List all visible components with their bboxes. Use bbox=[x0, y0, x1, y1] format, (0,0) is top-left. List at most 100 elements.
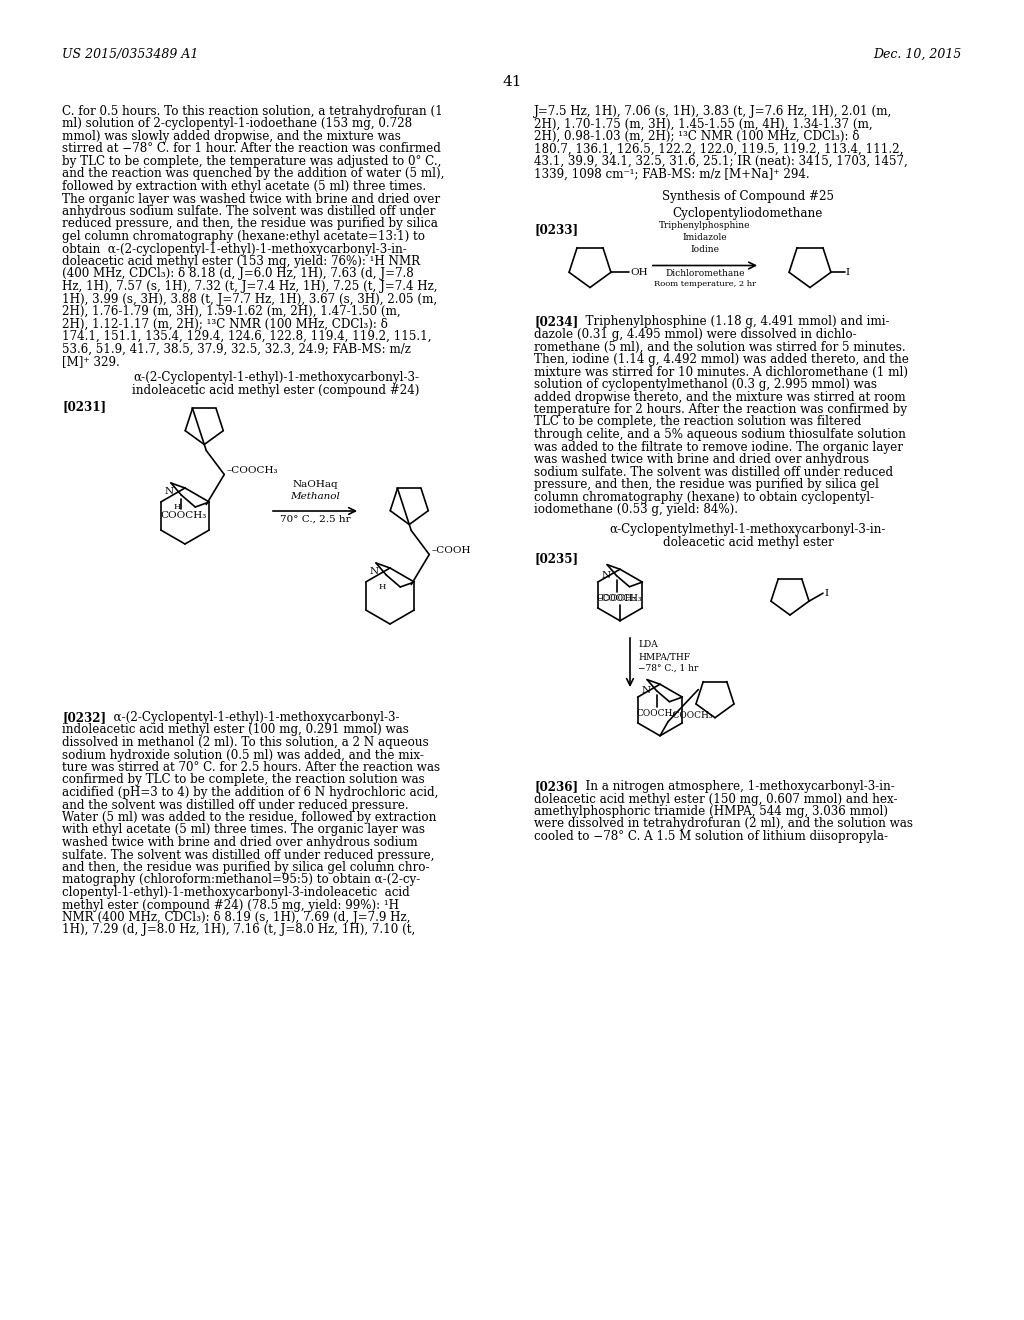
Text: 2H), 1.76-1.79 (m, 3H), 1.59-1.62 (m, 2H), 1.47-1.50 (m,: 2H), 1.76-1.79 (m, 3H), 1.59-1.62 (m, 2H… bbox=[62, 305, 400, 318]
Text: through celite, and a 5% aqueous sodium thiosulfate solution: through celite, and a 5% aqueous sodium … bbox=[534, 428, 906, 441]
Text: J=7.5 Hz, 1H), 7.06 (s, 1H), 3.83 (t, J=7.6 Hz, 1H), 2.01 (m,: J=7.5 Hz, 1H), 7.06 (s, 1H), 3.83 (t, J=… bbox=[534, 106, 892, 117]
Text: [0234]: [0234] bbox=[534, 315, 579, 329]
Text: 43.1, 39.9, 34.1, 32.5, 31.6, 25.1; IR (neat): 3415, 1703, 1457,: 43.1, 39.9, 34.1, 32.5, 31.6, 25.1; IR (… bbox=[534, 154, 907, 168]
Text: sulfate. The solvent was distilled off under reduced pressure,: sulfate. The solvent was distilled off u… bbox=[62, 849, 434, 862]
Text: solution of cyclopentylmethanol (0.3 g, 2.995 mmol) was: solution of cyclopentylmethanol (0.3 g, … bbox=[534, 378, 877, 391]
Text: α-Cyclopentylmethyl-1-methoxycarbonyl-3-in-: α-Cyclopentylmethyl-1-methoxycarbonyl-3-… bbox=[610, 524, 886, 536]
Text: matography (chloroform:methanol=95:5) to obtain α-(2-cy-: matography (chloroform:methanol=95:5) to… bbox=[62, 874, 420, 887]
Text: Methanol: Methanol bbox=[290, 492, 340, 502]
Text: 2H), 1.70-1.75 (m, 3H), 1.45-1.55 (m, 4H), 1.34-1.37 (m,: 2H), 1.70-1.75 (m, 3H), 1.45-1.55 (m, 4H… bbox=[534, 117, 872, 131]
Text: The organic layer was washed twice with brine and dried over: The organic layer was washed twice with … bbox=[62, 193, 440, 206]
Text: Dichloromethane: Dichloromethane bbox=[666, 269, 744, 279]
Text: –COOCH₃: –COOCH₃ bbox=[598, 594, 642, 603]
Text: In a nitrogen atmosphere, 1-methoxycarbonyl-3-in-: In a nitrogen atmosphere, 1-methoxycarbo… bbox=[578, 780, 895, 793]
Text: romethane (5 ml), and the solution was stirred for 5 minutes.: romethane (5 ml), and the solution was s… bbox=[534, 341, 905, 354]
Text: I: I bbox=[824, 589, 828, 598]
Text: followed by extraction with ethyl acetate (5 ml) three times.: followed by extraction with ethyl acetat… bbox=[62, 180, 426, 193]
Text: washed twice with brine and dried over anhydrous sodium: washed twice with brine and dried over a… bbox=[62, 836, 418, 849]
Text: with ethyl acetate (5 ml) three times. The organic layer was: with ethyl acetate (5 ml) three times. T… bbox=[62, 824, 425, 837]
Text: Triphenylphosphine: Triphenylphosphine bbox=[659, 220, 751, 230]
Text: 1339, 1098 cm⁻¹; FAB-MS: m/z [M+Na]⁺ 294.: 1339, 1098 cm⁻¹; FAB-MS: m/z [M+Na]⁺ 294… bbox=[534, 168, 810, 181]
Text: Iodine: Iodine bbox=[690, 244, 720, 253]
Text: –COOCH₃: –COOCH₃ bbox=[669, 710, 714, 719]
Text: mmol) was slowly added dropwise, and the mixture was: mmol) was slowly added dropwise, and the… bbox=[62, 129, 400, 143]
Text: Hz, 1H), 7.57 (s, 1H), 7.32 (t, J=7.4 Hz, 1H), 7.25 (t, J=7.4 Hz,: Hz, 1H), 7.57 (s, 1H), 7.32 (t, J=7.4 Hz… bbox=[62, 280, 437, 293]
Text: reduced pressure, and then, the residue was purified by silica: reduced pressure, and then, the residue … bbox=[62, 218, 438, 231]
Text: Cyclopentyliodomethane: Cyclopentyliodomethane bbox=[673, 206, 823, 219]
Text: COOCH₃: COOCH₃ bbox=[160, 511, 207, 520]
Text: 2H), 0.98-1.03 (m, 2H); ¹³C NMR (100 MHz, CDCl₃): δ: 2H), 0.98-1.03 (m, 2H); ¹³C NMR (100 MHz… bbox=[534, 129, 859, 143]
Text: confirmed by TLC to be complete, the reaction solution was: confirmed by TLC to be complete, the rea… bbox=[62, 774, 425, 787]
Text: column chromatography (hexane) to obtain cyclopentyl-: column chromatography (hexane) to obtain… bbox=[534, 491, 874, 503]
Text: 1H), 3.99 (s, 3H), 3.88 (t, J=7.7 Hz, 1H), 3.67 (s, 3H), 2.05 (m,: 1H), 3.99 (s, 3H), 3.88 (t, J=7.7 Hz, 1H… bbox=[62, 293, 437, 305]
Text: NMR (400 MHz, CDCl₃): δ 8.19 (s, 1H), 7.69 (d, J=7.9 Hz,: NMR (400 MHz, CDCl₃): δ 8.19 (s, 1H), 7.… bbox=[62, 911, 411, 924]
Text: dissolved in methanol (2 ml). To this solution, a 2 N aqueous: dissolved in methanol (2 ml). To this so… bbox=[62, 737, 429, 748]
Text: C. for 0.5 hours. To this reaction solution, a tetrahydrofuran (1: C. for 0.5 hours. To this reaction solut… bbox=[62, 106, 442, 117]
Text: amethylphosphoric triamide (HMPA, 544 mg, 3.036 mmol): amethylphosphoric triamide (HMPA, 544 mg… bbox=[534, 805, 888, 818]
Text: added dropwise thereto, and the mixture was stirred at room: added dropwise thereto, and the mixture … bbox=[534, 391, 905, 404]
Text: Synthesis of Compound #25: Synthesis of Compound #25 bbox=[662, 190, 834, 203]
Text: 41: 41 bbox=[502, 75, 522, 88]
Text: [0235]: [0235] bbox=[534, 553, 579, 565]
Text: doleacetic acid methyl ester (153 mg, yield: 76%): ¹H NMR: doleacetic acid methyl ester (153 mg, yi… bbox=[62, 255, 420, 268]
Text: obtain  α-(2-cyclopentyl-1-ethyl)-1-methoxycarbonyl-3-in-: obtain α-(2-cyclopentyl-1-ethyl)-1-metho… bbox=[62, 243, 407, 256]
Text: Room temperature, 2 hr: Room temperature, 2 hr bbox=[654, 280, 756, 288]
Text: N: N bbox=[601, 572, 610, 581]
Text: and the solvent was distilled off under reduced pressure.: and the solvent was distilled off under … bbox=[62, 799, 409, 812]
Text: α-(2-Cyclopentyl-1-ethyl)-1-methoxycarbonyl-3-: α-(2-Cyclopentyl-1-ethyl)-1-methoxycarbo… bbox=[106, 711, 399, 723]
Text: Water (5 ml) was added to the residue, followed by extraction: Water (5 ml) was added to the residue, f… bbox=[62, 810, 436, 824]
Text: by TLC to be complete, the temperature was adjusted to 0° C.,: by TLC to be complete, the temperature w… bbox=[62, 154, 441, 168]
Text: N: N bbox=[164, 487, 173, 495]
Text: doleacetic acid methyl ester (150 mg, 0.607 mmol) and hex-: doleacetic acid methyl ester (150 mg, 0.… bbox=[534, 792, 897, 805]
Text: [0232]: [0232] bbox=[62, 711, 106, 723]
Text: dazole (0.31 g, 4.495 mmol) were dissolved in dichlo-: dazole (0.31 g, 4.495 mmol) were dissolv… bbox=[534, 327, 857, 341]
Text: ml) solution of 2-cyclopentyl-1-iodoethane (153 mg, 0.728: ml) solution of 2-cyclopentyl-1-iodoetha… bbox=[62, 117, 412, 131]
Text: sodium sulfate. The solvent was distilled off under reduced: sodium sulfate. The solvent was distille… bbox=[534, 466, 893, 479]
Text: mixture was stirred for 10 minutes. A dichloromethane (1 ml): mixture was stirred for 10 minutes. A di… bbox=[534, 366, 908, 379]
Text: OH: OH bbox=[630, 268, 647, 277]
Text: was washed twice with brine and dried over anhydrous: was washed twice with brine and dried ov… bbox=[534, 453, 869, 466]
Text: indoleacetic acid methyl ester (compound #24): indoleacetic acid methyl ester (compound… bbox=[132, 384, 420, 397]
Text: (400 MHz, CDCl₃): δ 8.18 (d, J=6.0 Hz, 1H), 7.63 (d, J=7.8: (400 MHz, CDCl₃): δ 8.18 (d, J=6.0 Hz, 1… bbox=[62, 268, 414, 281]
Text: H: H bbox=[379, 583, 386, 591]
Text: and the reaction was quenched by the addition of water (5 ml),: and the reaction was quenched by the add… bbox=[62, 168, 444, 181]
Text: TLC to be complete, the reaction solution was filtered: TLC to be complete, the reaction solutio… bbox=[534, 416, 861, 429]
Text: [0233]: [0233] bbox=[534, 223, 579, 236]
Text: COOCH₃: COOCH₃ bbox=[637, 709, 677, 718]
Text: were dissolved in tetrahydrofuran (2 ml), and the solution was: were dissolved in tetrahydrofuran (2 ml)… bbox=[534, 817, 913, 830]
Text: 2H), 1.12-1.17 (m, 2H); ¹³C NMR (100 MHz, CDCl₃): δ: 2H), 1.12-1.17 (m, 2H); ¹³C NMR (100 MHz… bbox=[62, 318, 388, 330]
Text: sodium hydroxide solution (0.5 ml) was added, and the mix-: sodium hydroxide solution (0.5 ml) was a… bbox=[62, 748, 424, 762]
Text: 53.6, 51.9, 41.7, 38.5, 37.9, 32.5, 32.3, 24.9; FAB-MS: m/z: 53.6, 51.9, 41.7, 38.5, 37.9, 32.5, 32.3… bbox=[62, 342, 411, 355]
Text: Dec. 10, 2015: Dec. 10, 2015 bbox=[873, 48, 962, 61]
Text: N: N bbox=[641, 686, 650, 696]
Text: 174.1, 151.1, 135.4, 129.4, 124.6, 122.8, 119.4, 119.2, 115.1,: 174.1, 151.1, 135.4, 129.4, 124.6, 122.8… bbox=[62, 330, 431, 343]
Text: iodomethane (0.53 g, yield: 84%).: iodomethane (0.53 g, yield: 84%). bbox=[534, 503, 738, 516]
Text: temperature for 2 hours. After the reaction was confirmed by: temperature for 2 hours. After the react… bbox=[534, 403, 907, 416]
Text: doleacetic acid methyl ester: doleacetic acid methyl ester bbox=[663, 536, 834, 549]
Text: indoleacetic acid methyl ester (100 mg, 0.291 mmol) was: indoleacetic acid methyl ester (100 mg, … bbox=[62, 723, 409, 737]
Text: 70° C., 2.5 hr: 70° C., 2.5 hr bbox=[280, 515, 350, 524]
Text: US 2015/0353489 A1: US 2015/0353489 A1 bbox=[62, 48, 199, 61]
Text: H: H bbox=[173, 503, 181, 511]
Text: NaOHaq: NaOHaq bbox=[292, 480, 338, 488]
Text: 1H), 7.29 (d, J=8.0 Hz, 1H), 7.16 (t, J=8.0 Hz, 1H), 7.10 (t,: 1H), 7.29 (d, J=8.0 Hz, 1H), 7.16 (t, J=… bbox=[62, 924, 416, 936]
Text: I: I bbox=[846, 268, 850, 277]
Text: 180.7, 136.1, 126.5, 122.2, 122.0, 119.5, 119.2, 113.4, 111.2,: 180.7, 136.1, 126.5, 122.2, 122.0, 119.5… bbox=[534, 143, 903, 156]
Text: methyl ester (compound #24) (78.5 mg, yield: 99%): ¹H: methyl ester (compound #24) (78.5 mg, yi… bbox=[62, 899, 399, 912]
Text: cooled to −78° C. A 1.5 M solution of lithium diisopropyla-: cooled to −78° C. A 1.5 M solution of li… bbox=[534, 830, 888, 843]
Text: [M]⁺ 329.: [M]⁺ 329. bbox=[62, 355, 120, 368]
Text: –COOH: –COOH bbox=[431, 546, 471, 554]
Text: −78° C., 1 hr: −78° C., 1 hr bbox=[638, 664, 698, 673]
Text: –COOCH₃: –COOCH₃ bbox=[226, 466, 278, 475]
Text: and then, the residue was purified by silica gel column chro-: and then, the residue was purified by si… bbox=[62, 861, 429, 874]
Text: α-(2-Cyclopentyl-1-ethyl)-1-methoxycarbonyl-3-: α-(2-Cyclopentyl-1-ethyl)-1-methoxycarbo… bbox=[133, 371, 419, 384]
Text: N: N bbox=[369, 566, 378, 576]
Text: anhydrous sodium sulfate. The solvent was distilled off under: anhydrous sodium sulfate. The solvent wa… bbox=[62, 205, 435, 218]
Text: acidified (pH=3 to 4) by the addition of 6 N hydrochloric acid,: acidified (pH=3 to 4) by the addition of… bbox=[62, 785, 438, 799]
Text: Then, iodine (1.14 g, 4.492 mmol) was added thereto, and the: Then, iodine (1.14 g, 4.492 mmol) was ad… bbox=[534, 352, 909, 366]
Text: Imidazole: Imidazole bbox=[683, 232, 727, 242]
Text: HMPA/THF: HMPA/THF bbox=[638, 652, 690, 661]
Text: COOCH₃: COOCH₃ bbox=[597, 594, 637, 603]
Text: clopentyl-1-ethyl)-1-methoxycarbonyl-3-indoleacetic  acid: clopentyl-1-ethyl)-1-methoxycarbonyl-3-i… bbox=[62, 886, 410, 899]
Text: [0231]: [0231] bbox=[62, 400, 106, 413]
